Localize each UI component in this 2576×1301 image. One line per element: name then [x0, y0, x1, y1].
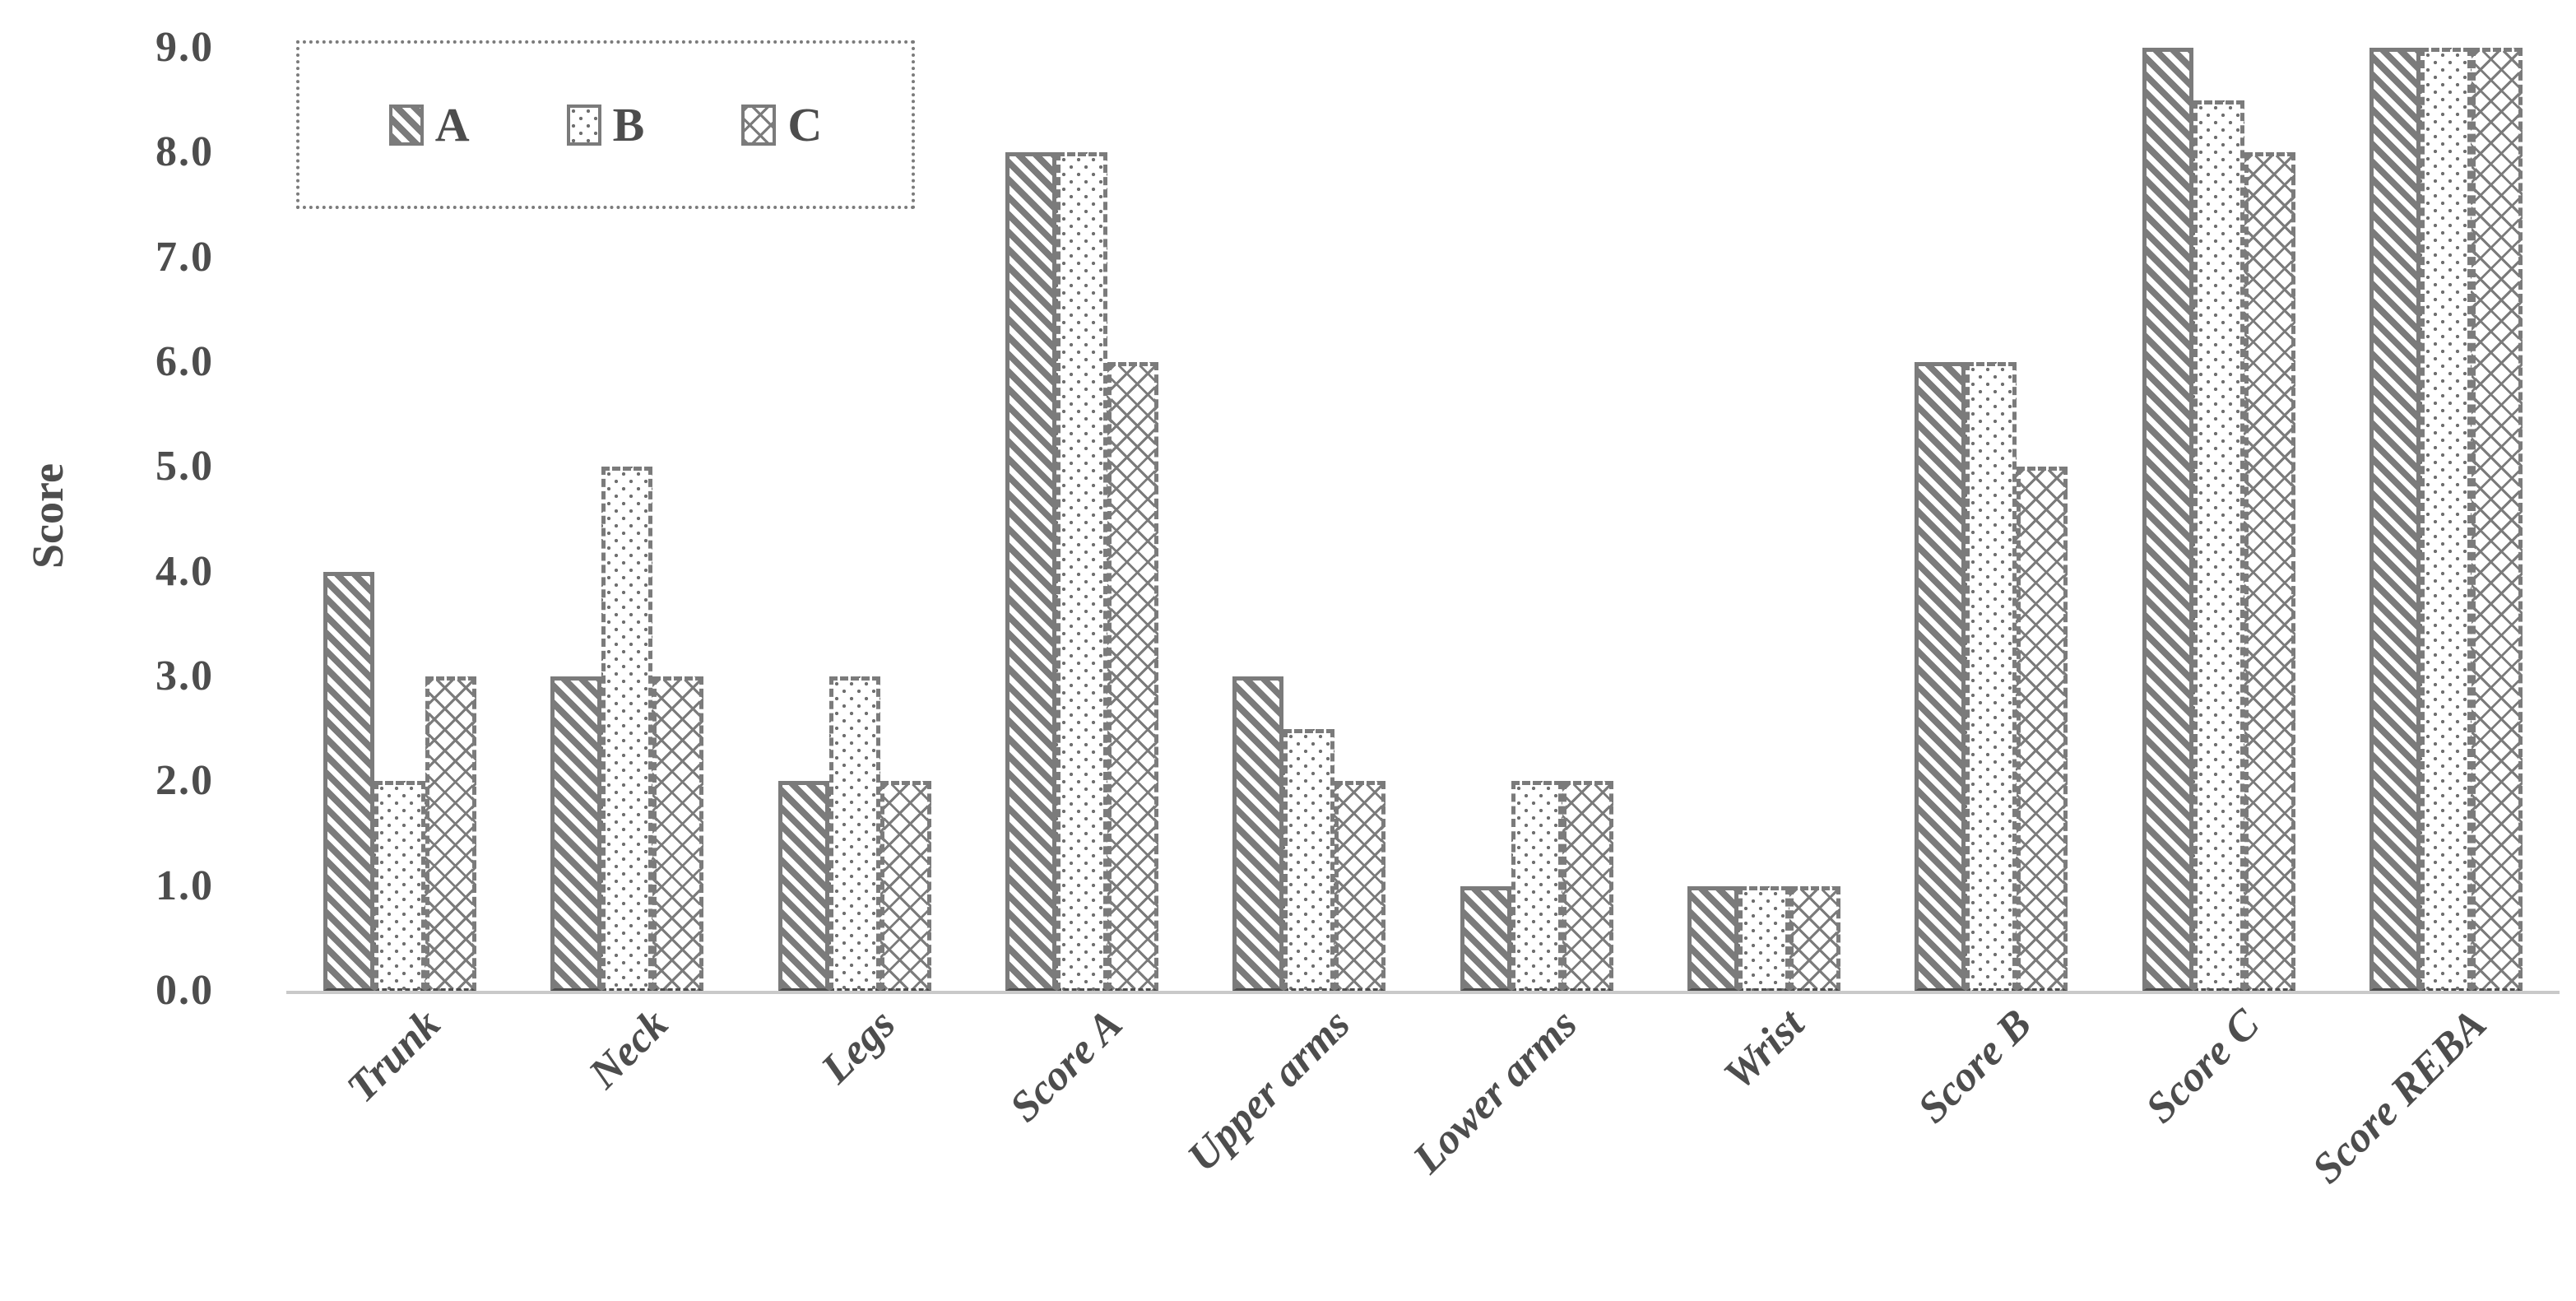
legend: A B C [296, 40, 915, 209]
y-tick-label: 0.0 [155, 967, 214, 1014]
y-tick-label: 5.0 [155, 443, 214, 490]
bar-c-score-b [2017, 467, 2068, 991]
bar-b-score-c [2193, 100, 2244, 991]
bar-c-wrist [1789, 885, 1840, 991]
bar-b-score-reba [2420, 48, 2472, 991]
legend-swatch-c [741, 104, 777, 146]
plot-area [286, 48, 2560, 994]
y-tick-label: 2.0 [155, 757, 214, 805]
bar-group-trunk [286, 48, 513, 991]
bar-a-neck [550, 676, 602, 991]
y-axis-title: Score [23, 463, 72, 569]
bar-b-legs [828, 676, 880, 991]
x-category-label: Trunk [338, 1000, 450, 1112]
bar-c-trunk [425, 676, 477, 991]
bar-a-trunk [323, 571, 375, 991]
x-axis-category-labels: Trunk Neck Legs Score A Upper arms Lower arms… [286, 1000, 2560, 1299]
bar-group-score-a [968, 48, 1195, 991]
bar-b-score-a [1056, 152, 1108, 991]
bar-group-score-b [1877, 48, 2105, 991]
x-category-label: Neck [579, 1000, 677, 1098]
bar-c-score-a [1107, 362, 1159, 991]
bar-b-trunk [374, 781, 426, 991]
bar-b-wrist [1738, 885, 1789, 991]
bar-c-score-c [2244, 152, 2295, 991]
bar-a-lower-arms [1460, 885, 1511, 991]
legend-item-b: B [566, 97, 645, 151]
y-axis-tick-labels: 0.0 1.0 2.0 3.0 4.0 5.0 6.0 7.0 8.0 9.0 [107, 26, 214, 1012]
bar-b-lower-arms [1511, 781, 1562, 991]
legend-label-b: B [612, 97, 645, 151]
bar-c-legs [880, 781, 931, 991]
x-category-label: Wrist [1715, 1000, 1814, 1099]
bar-a-score-a [1005, 152, 1057, 991]
bar-group-score-reba [2332, 48, 2560, 991]
x-category-label: Lower arms [1404, 1000, 1586, 1183]
bar-a-wrist [1687, 885, 1738, 991]
y-tick-label: 8.0 [155, 128, 214, 176]
y-tick-label: 6.0 [155, 338, 214, 385]
bar-b-neck [601, 467, 653, 991]
legend-item-c: C [741, 97, 823, 151]
bar-group-neck [513, 48, 740, 991]
legend-item-a: A [388, 97, 470, 151]
x-category-label: Score B [1909, 1000, 2041, 1132]
bar-b-upper-arms [1283, 728, 1335, 991]
bar-a-score-c [2142, 48, 2193, 991]
bar-group-lower-arms [1423, 48, 1650, 991]
bar-group-wrist [1650, 48, 1877, 991]
bar-a-legs [777, 781, 829, 991]
x-category-label: Score A [1000, 1000, 1132, 1131]
bar-group-upper-arms [1195, 48, 1423, 991]
bar-b-score-b [1966, 362, 2017, 991]
y-tick-label: 3.0 [155, 653, 214, 699]
x-category-label: Upper arms [1178, 1000, 1359, 1181]
bar-a-score-b [1915, 362, 1966, 991]
y-tick-label: 9.0 [155, 24, 214, 71]
y-tick-label: 4.0 [155, 547, 214, 595]
bar-c-neck [652, 676, 704, 991]
y-tick-label: 1.0 [155, 862, 214, 909]
x-category-label: Score REBA [2303, 1000, 2496, 1193]
y-tick-label: 7.0 [155, 233, 214, 281]
bar-c-lower-arms [1562, 781, 1613, 991]
bar-c-score-reba [2471, 48, 2523, 991]
legend-swatch-a [388, 104, 424, 146]
bar-group-score-c [2105, 48, 2332, 991]
legend-label-c: C [787, 97, 823, 151]
x-category-label: Score C [2136, 1000, 2268, 1132]
x-category-label: Legs [812, 1000, 904, 1093]
legend-swatch-b [566, 104, 601, 146]
legend-label-a: A [434, 97, 470, 151]
bar-group-legs [741, 48, 968, 991]
plot-groups [286, 48, 2560, 991]
bar-a-upper-arms [1232, 676, 1284, 991]
bar-a-score-reba [2369, 48, 2421, 991]
bar-c-upper-arms [1334, 781, 1386, 991]
